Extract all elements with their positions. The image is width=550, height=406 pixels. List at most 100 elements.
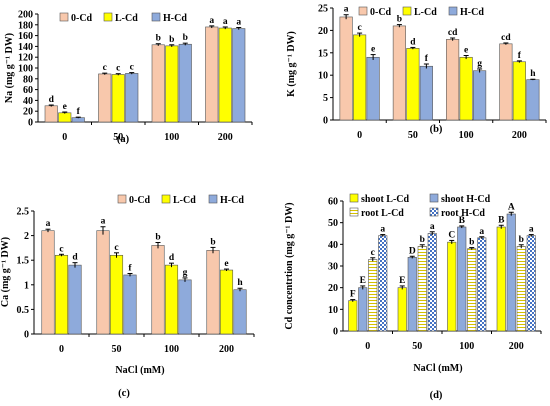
significance-label: c — [59, 244, 63, 254]
bar — [447, 241, 457, 332]
significance-label: b — [420, 235, 425, 245]
y-tick-label: 0 — [28, 118, 33, 129]
legend-label: 0-Cd — [370, 7, 392, 18]
y-tick-label: 2 — [24, 231, 29, 242]
x-tick-label: 100 — [164, 344, 179, 355]
bar — [54, 254, 69, 335]
x-tick-label: 100 — [459, 130, 474, 141]
x-tick-label: 0 — [365, 341, 370, 352]
bar — [44, 105, 58, 123]
bar — [427, 233, 437, 332]
significance-label: C — [448, 230, 455, 240]
x-tick-label: 200 — [218, 132, 233, 143]
legend-swatch — [161, 194, 171, 204]
y-tick-label: 30 — [328, 262, 338, 273]
legend-swatch — [429, 207, 439, 217]
bar — [419, 65, 433, 121]
significance-label: d — [49, 95, 55, 105]
y-tick-label: 20 — [328, 283, 338, 294]
bar — [407, 257, 417, 332]
legend-swatch — [59, 12, 69, 22]
bar — [506, 213, 516, 332]
bar — [178, 279, 192, 335]
significance-label: h — [530, 69, 536, 79]
legend-swatch — [103, 12, 113, 22]
legend-label: L-Cd — [173, 195, 196, 206]
legend-label: shoot L-Cd — [361, 194, 410, 205]
legend-label: 0-Cd — [71, 13, 93, 24]
y-tick-label: 0 — [333, 327, 338, 338]
x-tick-label: 0 — [59, 344, 64, 355]
legend-label: L-Cd — [414, 7, 437, 18]
bar — [123, 274, 137, 335]
y-tick-label: 40 — [23, 96, 33, 107]
legend-swatch — [349, 193, 359, 203]
bar — [526, 79, 540, 121]
panel-label: (d) — [430, 390, 443, 401]
significance-label: c — [371, 248, 375, 258]
significance-label: f — [77, 107, 81, 117]
x-tick-label: 50 — [408, 130, 418, 141]
y-axis-label: Ca (mg g⁻¹ DW) — [0, 237, 11, 307]
significance-label: a — [209, 16, 214, 26]
bar — [358, 287, 368, 332]
significance-label: c — [103, 63, 107, 73]
y-tick-label: 0.5 — [17, 305, 30, 316]
y-tick-label: 5 — [323, 93, 328, 104]
y-tick-label: 10 — [328, 305, 338, 316]
x-tick-label: 200 — [512, 130, 527, 141]
y-tick-label: 120 — [18, 53, 33, 64]
bar — [178, 43, 192, 123]
y-tick-label: 60 — [328, 197, 338, 208]
y-tick-label: 20 — [23, 107, 33, 118]
bar — [164, 264, 179, 335]
significance-label: b — [155, 232, 160, 242]
significance-label: e — [371, 45, 375, 55]
significance-label: c — [116, 64, 120, 74]
x-tick-label: 0 — [62, 132, 67, 143]
y-tick-label: 180 — [18, 20, 33, 31]
significance-label: b — [397, 15, 402, 25]
y-tick-label: 160 — [18, 31, 33, 42]
significance-label: g — [477, 59, 482, 69]
significance-label: b — [183, 33, 188, 43]
legend-swatch — [402, 6, 412, 16]
significance-label: a — [344, 5, 349, 15]
bar — [368, 259, 378, 332]
bar — [473, 70, 487, 121]
bar — [339, 16, 353, 121]
bar — [467, 248, 477, 332]
bar — [68, 264, 82, 335]
y-tick-label: 60 — [23, 85, 33, 96]
significance-label: D — [409, 246, 416, 256]
bar — [151, 245, 165, 335]
significance-label: e — [464, 45, 468, 55]
legend: shoot L-Cd shoot H-Cd root L-Cd root H-Cd — [349, 193, 491, 219]
bar — [206, 250, 220, 335]
significance-label: b — [519, 235, 524, 245]
legend-label: H-Cd — [220, 195, 244, 206]
significance-label: b — [169, 35, 174, 45]
legend-label: 0-Cd — [129, 195, 151, 206]
y-tick-label: 200 — [18, 10, 33, 21]
y-tick-label: 100 — [18, 64, 33, 75]
bar — [109, 254, 124, 335]
y-tick-label: 140 — [18, 42, 33, 53]
significance-label: B — [498, 215, 505, 225]
significance-label: g — [183, 268, 188, 278]
y-axis-label: Cd concentrtion (mg g⁻¹ DW) — [284, 202, 295, 329]
bar — [233, 289, 247, 335]
bar — [125, 73, 139, 123]
legend-swatch — [349, 207, 359, 217]
bar — [378, 235, 388, 332]
bar — [218, 27, 232, 123]
bar — [219, 269, 234, 335]
significance-label: a — [479, 227, 484, 237]
y-tick-label: 1 — [24, 280, 29, 291]
y-tick-label: 0 — [323, 116, 328, 127]
y-tick-label: 10 — [318, 71, 328, 82]
bar — [477, 237, 487, 332]
bar — [353, 34, 367, 121]
